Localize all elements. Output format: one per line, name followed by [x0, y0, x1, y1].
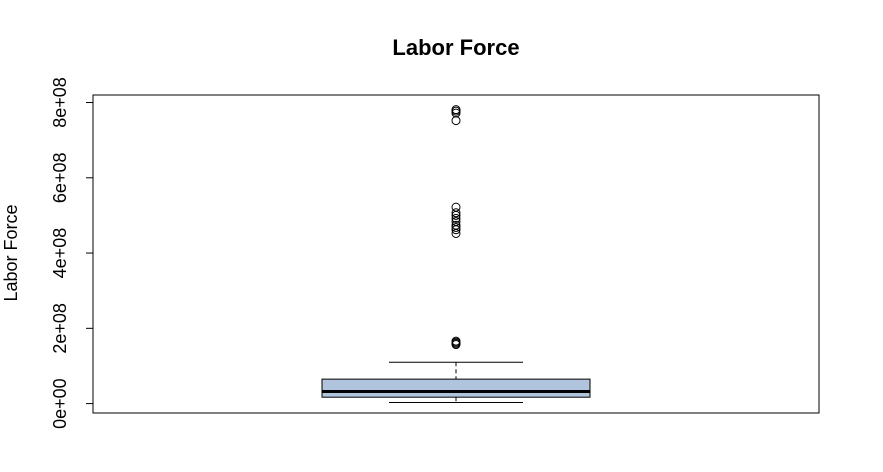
box-plot — [321, 361, 591, 403]
outlier-point — [451, 216, 461, 226]
outlier-point — [451, 208, 461, 218]
outlier-point — [451, 105, 461, 115]
outlier-point — [451, 202, 461, 212]
chart-title: Labor Force — [392, 35, 519, 60]
y-tick-label: 8e+08 — [50, 77, 70, 128]
outlier-point — [451, 116, 461, 126]
y-axis-label: Labor Force — [1, 204, 21, 301]
outlier-point — [451, 213, 461, 223]
y-tick-label: 0e+00 — [50, 378, 70, 429]
outlier-points — [451, 105, 461, 350]
interquartile-box — [321, 378, 591, 398]
y-tick-label: 2e+08 — [50, 303, 70, 354]
y-axis: 0e+00 2e+08 4e+08 6e+08 8e+08 — [50, 77, 94, 429]
outlier-point — [451, 336, 461, 346]
outlier-point — [451, 222, 461, 232]
y-tick-label: 4e+08 — [50, 228, 70, 279]
outlier-point — [451, 220, 461, 230]
y-tick-label: 6e+08 — [50, 153, 70, 204]
